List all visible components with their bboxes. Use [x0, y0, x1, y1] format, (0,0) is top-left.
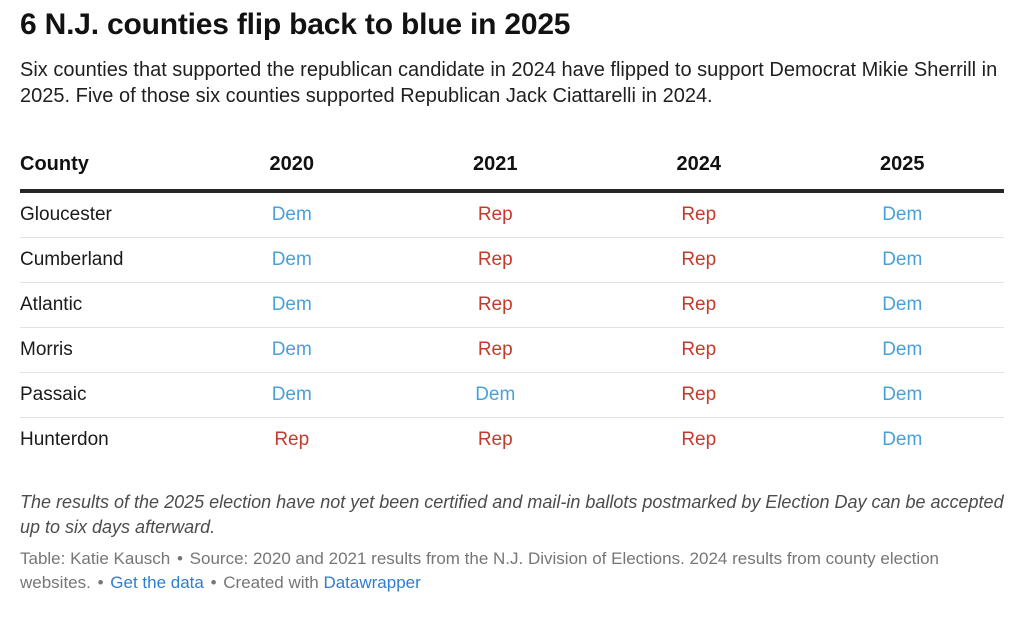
party-cell: Dem: [800, 372, 1004, 419]
county-name: Hunterdon: [20, 429, 109, 451]
party-cell: Dem: [800, 282, 1004, 329]
credits-line: Table: Katie Kausch • Source: 2020 and 2…: [20, 547, 1004, 595]
party-cell: Dem: [190, 237, 394, 284]
county-name: Passaic: [20, 372, 190, 419]
party-cell: Dem: [800, 237, 1004, 284]
party-cell: Dem: [190, 282, 394, 329]
party-cell: Rep: [393, 282, 597, 329]
column-header-2025: 2025: [800, 135, 1004, 194]
credits-separator: •: [172, 549, 188, 569]
county-results-table: County 2020 2021 2024 2025 Gloucester De…: [20, 135, 1004, 462]
column-header-2021: 2021: [393, 135, 597, 194]
party-cell: Rep: [681, 429, 717, 451]
county-name: Morris: [20, 327, 190, 374]
credits-created-with: Created with: [223, 573, 319, 593]
table-row: Morris Dem Rep Rep Dem: [20, 327, 1004, 374]
party-cell: Dem: [190, 372, 394, 419]
credits-separator: •: [92, 573, 109, 593]
table-header: County 2020 2021 2024 2025: [20, 135, 1004, 194]
table-row: Passaic Dem Dem Rep Dem: [20, 372, 1004, 419]
party-cell: Dem: [393, 372, 597, 419]
table-row: Cumberland Dem Rep Rep Dem: [20, 237, 1004, 284]
county-name: Cumberland: [20, 237, 190, 284]
party-cell: Rep: [393, 237, 597, 284]
party-cell: Rep: [393, 327, 597, 374]
column-header-2024: 2024: [597, 135, 801, 194]
chart-subtitle: Six counties that supported the republic…: [20, 58, 998, 107]
party-cell: Rep: [597, 282, 801, 329]
table-row: Atlantic Dem Rep Rep Dem: [20, 282, 1004, 329]
chart-title: 6 N.J. counties flip back to blue in 202…: [20, 8, 571, 41]
county-name: Gloucester: [20, 191, 190, 239]
party-cell: Rep: [597, 327, 801, 374]
credits-table-by: Table: Katie Kausch: [20, 549, 171, 569]
party-cell: Rep: [274, 429, 310, 451]
party-cell: Rep: [393, 191, 597, 239]
credits-separator: •: [205, 573, 222, 593]
party-cell: Dem: [190, 191, 394, 239]
column-header-2020: 2020: [190, 135, 394, 194]
county-name: Atlantic: [20, 282, 190, 329]
footnote: The results of the 2025 election have no…: [20, 492, 1004, 538]
credits-source: Source: 2020 and 2021 results from the N…: [20, 549, 939, 593]
party-cell: Rep: [597, 372, 801, 419]
party-cell: Dem: [882, 429, 923, 451]
party-cell: Rep: [597, 237, 801, 284]
get-the-data-link[interactable]: Get the data: [110, 573, 204, 593]
table-row: Hunterdon Rep Rep Rep Dem: [20, 418, 1004, 463]
party-cell: Dem: [800, 191, 1004, 239]
party-cell: Rep: [477, 429, 513, 451]
party-cell: Dem: [190, 327, 394, 374]
column-header-county: County: [20, 135, 190, 194]
party-cell: Dem: [800, 327, 1004, 374]
datawrapper-link[interactable]: Datawrapper: [323, 573, 421, 593]
party-cell: Rep: [597, 191, 801, 239]
table-row: Gloucester Dem Rep Rep Dem: [20, 191, 1004, 239]
